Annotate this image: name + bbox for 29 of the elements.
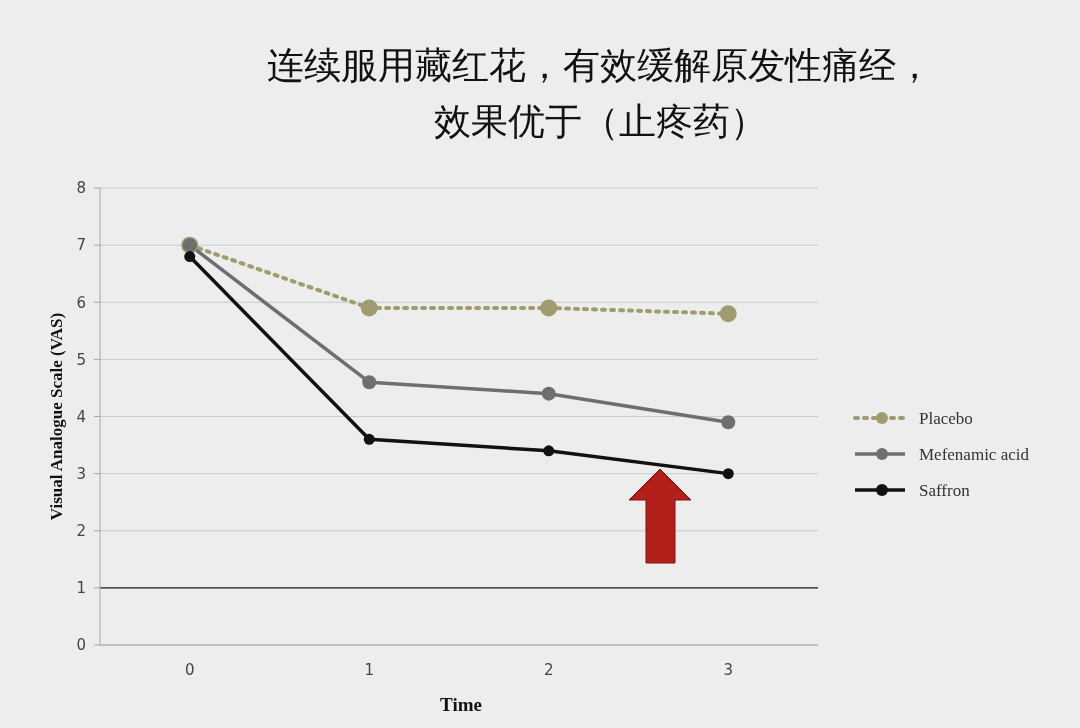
point (722, 468, 734, 480)
x-tick-label: 3 (723, 661, 734, 679)
y-tick-label: 7 (76, 236, 86, 255)
y-tick-label: 3 (76, 464, 86, 483)
x-tick-label: 1 (364, 661, 375, 679)
y-tick-label: 1 (76, 579, 86, 598)
y-tick-label: 2 (76, 522, 86, 540)
point (363, 433, 375, 445)
y-tick-label: 6 (76, 293, 86, 312)
legend-label: Placebo (919, 408, 973, 428)
y-tick-label: 0 (76, 636, 86, 655)
y-tick-label: 5 (76, 350, 86, 369)
chart-title: 连续服用藏红花，有效缓解原发性痛经，效果优于（止疼药） (267, 44, 933, 143)
x-tick-label: 2 (543, 661, 554, 679)
point (719, 305, 737, 323)
point (360, 299, 378, 317)
y-axis-title: Visual Analogue Scale (VAS) (47, 312, 66, 521)
legend-label: Mefenamic acid (919, 444, 1030, 464)
point (184, 251, 196, 263)
y-tick-label: 4 (76, 407, 86, 426)
x-tick-label: 0 (184, 661, 195, 679)
point (362, 375, 377, 390)
legend-label: Saffron (919, 480, 971, 500)
y-tick-label: 8 (76, 179, 86, 198)
point (721, 415, 736, 430)
point (540, 299, 558, 317)
point (543, 445, 555, 457)
point (541, 386, 556, 401)
x-axis-title: Time (440, 694, 482, 715)
